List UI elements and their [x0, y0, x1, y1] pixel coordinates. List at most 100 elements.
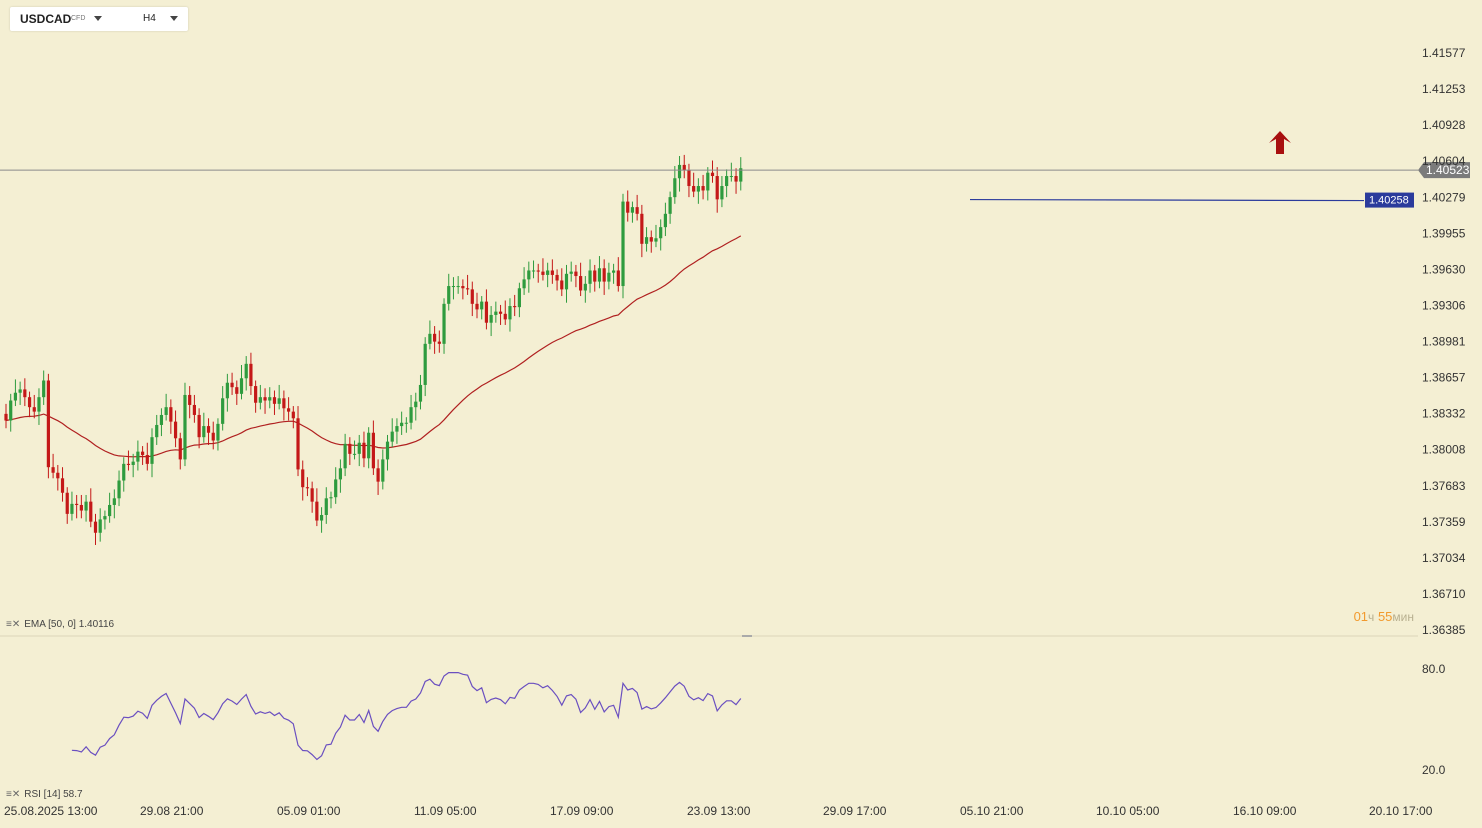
- candle-body: [484, 301, 489, 323]
- candle-body: [644, 237, 649, 244]
- candle-body: [720, 186, 724, 200]
- ema-legend[interactable]: ≡✕ EMA [50, 0] 1.40116: [6, 619, 114, 630]
- candle-body: [112, 498, 116, 505]
- candle-body: [611, 270, 616, 273]
- time-tick-label: 17.09 09:00: [550, 804, 614, 818]
- candle-body: [239, 378, 244, 394]
- candle-body: [13, 392, 18, 401]
- candle-body: [428, 333, 432, 344]
- support-level-label: 1.40258: [1369, 195, 1409, 207]
- symbol-tag: CFD: [71, 15, 86, 22]
- candle-body: [291, 411, 295, 419]
- candle-body: [56, 472, 60, 479]
- time-tick-label: 05.09 01:00: [277, 804, 341, 818]
- candle-body: [456, 286, 460, 288]
- indicator-settings-icon[interactable]: ≡✕: [6, 789, 21, 800]
- price-tick-label: 1.39306: [1422, 298, 1466, 312]
- candle-body: [51, 467, 55, 473]
- candle-body: [371, 432, 375, 469]
- symbol-dropdown-icon[interactable]: [94, 16, 102, 21]
- candle-body: [729, 176, 733, 178]
- candle-body: [305, 487, 310, 489]
- candle-body: [93, 521, 98, 533]
- candle-body: [23, 389, 27, 398]
- candle-body: [687, 170, 691, 187]
- candle-body: [649, 237, 653, 242]
- timeframe-label[interactable]: H4: [143, 13, 156, 24]
- candle-body: [42, 380, 46, 398]
- candle-body: [70, 503, 74, 514]
- candle-body: [560, 280, 564, 290]
- timer-minutes: 55: [1377, 609, 1393, 624]
- levels-layer: 1.40523 1.40258: [0, 131, 1470, 208]
- candle-body: [696, 186, 700, 192]
- current-price-tag: [1418, 162, 1470, 179]
- candle-body: [136, 451, 140, 462]
- candle-body: [244, 363, 248, 379]
- candle-body: [659, 227, 663, 239]
- candle-body: [583, 283, 587, 291]
- time-tick-label: 10.10 05:00: [1096, 804, 1160, 818]
- candle-body: [381, 459, 385, 482]
- candle-body: [301, 469, 305, 488]
- symbol-toolbar[interactable]: USDCAD CFD H4: [10, 7, 188, 31]
- time-tick-label: 05.10 21:00: [960, 804, 1024, 818]
- candle-body: [202, 426, 206, 438]
- candle-body: [131, 461, 135, 465]
- candle-body: [470, 289, 474, 304]
- candle-body: [574, 271, 578, 277]
- time-tick-label: 11.09 05:00: [414, 804, 477, 818]
- candle-body: [277, 398, 281, 404]
- symbol-name[interactable]: USDCAD: [20, 12, 72, 26]
- candles-layer: [4, 154, 743, 545]
- candle-body: [550, 270, 554, 275]
- candle-body: [18, 389, 22, 393]
- timer-hours: 01: [1353, 609, 1369, 624]
- candle-body: [692, 186, 696, 192]
- candle-body: [4, 413, 8, 421]
- candle-body: [508, 306, 512, 320]
- candle-body: [235, 387, 239, 394]
- rsi-legend[interactable]: ≡✕ RSI [14] 58.7: [6, 789, 83, 800]
- timer-minutes-unit: мин: [1392, 610, 1414, 624]
- price-axis[interactable]: 1.41577 1.41253 1.40928 1.40604 1.40279 1.399…: [1422, 46, 1466, 777]
- candle-body: [602, 268, 606, 282]
- time-tick-label: 29.09 17:00: [823, 804, 887, 818]
- time-tick-label: 20.10 17:00: [1369, 804, 1433, 818]
- support-level-tag[interactable]: [1365, 192, 1414, 208]
- price-tick-label: 1.39630: [1422, 262, 1466, 276]
- candle-body: [442, 303, 446, 344]
- candle-body: [75, 503, 79, 505]
- candle-body: [588, 270, 592, 284]
- up-arrow-icon: [1269, 131, 1291, 154]
- candle-body: [150, 437, 154, 464]
- support-level-line[interactable]: [969, 198, 1365, 202]
- candle-body: [489, 314, 493, 323]
- timeframe-dropdown-icon[interactable]: [170, 16, 178, 21]
- candle-body: [282, 398, 286, 409]
- candle-body: [734, 176, 738, 182]
- candle-body: [579, 276, 583, 291]
- candle-body: [84, 501, 88, 511]
- candle-body: [414, 401, 418, 408]
- candle-body: [108, 504, 112, 517]
- price-tick-label: 1.38332: [1422, 407, 1466, 421]
- candle-body: [79, 504, 83, 511]
- time-tick-label: 23.09 13:00: [687, 804, 751, 818]
- candle-body: [221, 398, 225, 424]
- candle-body: [498, 311, 503, 314]
- time-tick-label: 16.10 09:00: [1233, 804, 1297, 818]
- time-axis[interactable]: 25.08.2025 13:00 29.08 21:00 05.09 01:00 11…: [4, 804, 1433, 818]
- rsi-line: [71, 671, 742, 761]
- candle-body: [710, 172, 715, 177]
- candle-body: [296, 418, 300, 470]
- candle-body: [418, 384, 423, 402]
- candle-body: [287, 408, 291, 412]
- candle-body: [555, 274, 559, 281]
- candle-body: [480, 301, 484, 310]
- candle-body: [465, 288, 470, 290]
- candle-body: [46, 380, 50, 468]
- indicator-settings-icon[interactable]: ≡✕: [6, 619, 21, 630]
- candle-body: [159, 414, 164, 425]
